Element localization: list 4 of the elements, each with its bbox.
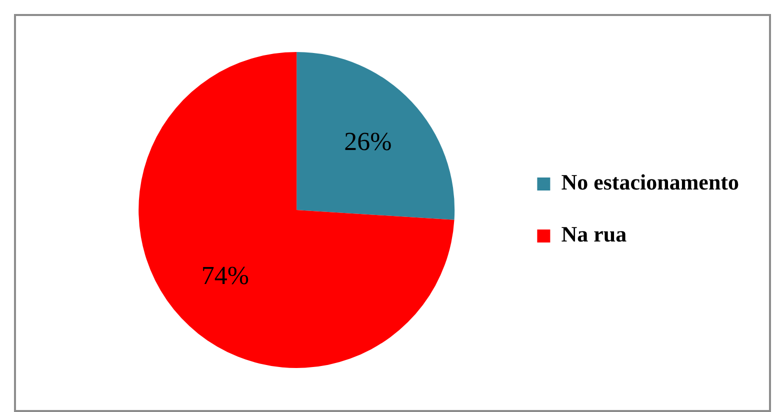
legend-label: Na rua (561, 222, 627, 247)
data-label: 74% (201, 260, 250, 290)
legend-label: No estacionamento (561, 170, 740, 195)
data-label: 26% (344, 126, 392, 156)
